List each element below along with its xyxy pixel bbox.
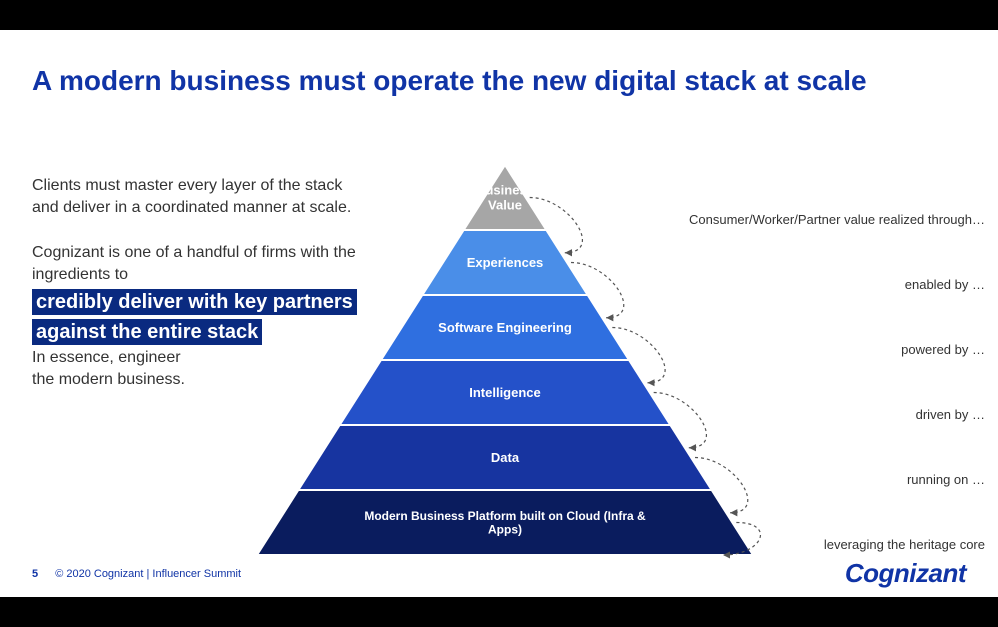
- pyramid-layer-label-3: Intelligence: [469, 385, 541, 400]
- letterbox-top: [0, 0, 998, 30]
- pyramid-annotation-3: driven by …: [916, 407, 985, 422]
- page-number: 5: [32, 568, 38, 580]
- body-para-3a: In essence, engineer: [32, 349, 181, 366]
- pyramid-svg: BusinessValueExperiencesSoftware Enginee…: [250, 155, 990, 565]
- event-name: Influencer Summit: [152, 568, 241, 580]
- slide-title: A modern business must operate the new d…: [32, 65, 966, 97]
- slide-footer: 5 © 2020 Cognizant | Influencer Summit: [32, 568, 241, 580]
- pyramid-diagram: BusinessValueExperiencesSoftware Enginee…: [250, 155, 990, 565]
- pyramid-layer-label-2: Software Engineering: [438, 320, 572, 335]
- pyramid-annotation-2: powered by …: [901, 342, 985, 357]
- letterbox-bottom: [0, 597, 998, 627]
- pyramid-annotation-0: Consumer/Worker/Partner value realized t…: [689, 212, 985, 227]
- pyramid-layer-label-4: Data: [491, 450, 520, 465]
- body-para-3b: the modern business.: [32, 371, 185, 388]
- pyramid-annotation-4: running on …: [907, 472, 985, 487]
- pyramid-layer-label-1: Experiences: [467, 255, 544, 270]
- brand-logo: Cognizant: [845, 558, 966, 589]
- copyright-text: © 2020 Cognizant |: [55, 568, 152, 580]
- pyramid-annotation-1: enabled by …: [905, 277, 985, 292]
- pyramid-annotation-5: leveraging the heritage core: [824, 537, 985, 552]
